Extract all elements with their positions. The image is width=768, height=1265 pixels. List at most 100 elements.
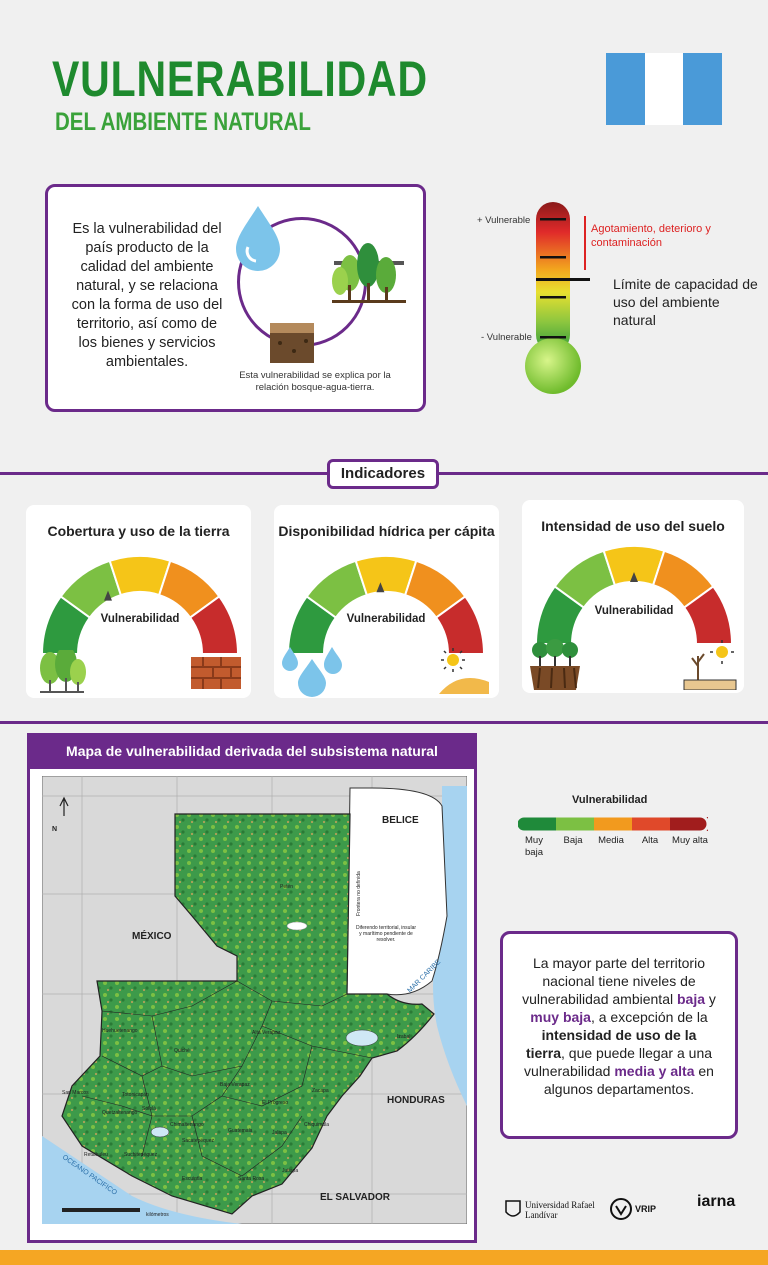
department-borders: [81, 980, 373, 1177]
intro-caption: Esta vulnerabilidad se explica por la re…: [239, 370, 391, 393]
summary-box: La mayor parte del territorio nacional t…: [500, 931, 738, 1139]
brick-soil-icon: [191, 657, 241, 689]
landivar-shield-icon: [505, 1200, 521, 1217]
scale-unit: kilómetros: [146, 1212, 169, 1218]
department-label: Quetzaltenango: [102, 1110, 138, 1116]
belize-region: [346, 787, 448, 996]
department-label: Zacapa: [312, 1088, 329, 1094]
gauge-segment: [188, 595, 240, 655]
page-subtitle: DEL AMBIENTE NATURAL: [55, 108, 311, 136]
depletion-note: Agotamiento, deterioro y contaminación: [591, 223, 711, 249]
highlight-medium-high: media y alta: [614, 1063, 695, 1079]
card-title: Intensidad de uso del suelo: [541, 518, 725, 534]
summary-text: La mayor parte del territorio nacional t…: [522, 955, 705, 1007]
vrip-emblem-icon: [610, 1198, 632, 1220]
indicator-card-water: Disponibilidad hídrica per cápita Vulner…: [274, 505, 499, 698]
department-label: Jutiapa: [282, 1168, 298, 1174]
summary-text: y: [705, 991, 716, 1007]
forest-water-soil-icons: [236, 206, 406, 363]
department-label: Escuintla: [182, 1176, 203, 1182]
label-mexico: MÉXICO: [132, 929, 172, 942]
label-undefined-border: Frontera no definida: [356, 871, 362, 916]
iarna-logo: iarna: [697, 1193, 736, 1210]
department-label: Suchitepéquez: [124, 1152, 158, 1158]
indicators-heading: Indicadores: [327, 459, 439, 489]
landivar-name: Universidad Rafael Landívar: [525, 1200, 595, 1220]
label-belize: BELICE: [382, 815, 419, 826]
legend-label: Muy baja: [525, 835, 543, 858]
thermometer: [525, 202, 590, 394]
department-label: Quiché: [174, 1048, 190, 1054]
scale-bar: [62, 1208, 140, 1212]
territorial-dispute-note: Diferendo territorial, insular y marítim…: [355, 925, 417, 943]
department-label: Baja Verapaz: [220, 1082, 250, 1088]
water-drop-icon: [236, 206, 280, 271]
page-title: VULNERABILIDAD: [52, 51, 428, 107]
legend-swatch: [670, 817, 708, 831]
divider-line: [0, 721, 768, 724]
department-label: Santa Rosa: [238, 1176, 264, 1182]
department-label: Petén: [280, 884, 293, 890]
summary-text: en algunos departamentos.: [543, 1063, 714, 1097]
department-label: Retalhuleu: [84, 1152, 108, 1158]
legend-swatch: [594, 817, 632, 831]
gauge-segment: [682, 585, 734, 645]
card-title: Cobertura y uso de la tierra: [47, 523, 230, 539]
department-label: Sololá: [142, 1106, 156, 1112]
gauge-label: Vulnerabilidad: [595, 605, 674, 617]
legend-label: Baja: [563, 835, 583, 846]
vrip-logo: VRIP: [610, 1198, 656, 1220]
vrip-name: VRIP: [635, 1204, 657, 1214]
dry-land-sun-icon: [683, 640, 737, 690]
indicator-card-soil-use: Intensidad de uso del suelo Vulnerabilid…: [522, 500, 744, 693]
forest-icon: [332, 243, 406, 303]
department-label: Chiquimula: [304, 1122, 329, 1128]
north-arrow-icon: [59, 796, 69, 816]
highlight-low: baja: [676, 991, 705, 1007]
less-vulnerable-label: - Vulnerable: [481, 332, 532, 343]
bottom-bar: [0, 1250, 768, 1265]
north-arrow-label: N: [52, 826, 57, 833]
department-label: Totonicapán: [122, 1092, 149, 1098]
legend-color-scale: [514, 815, 709, 833]
gauge-label: Vulnerabilidad: [347, 613, 426, 625]
summary-text: , que puede llegar a una vulnerabilidad: [524, 1045, 713, 1079]
department-label: Guatemala: [228, 1128, 253, 1134]
department-label: Chimaltenango: [170, 1122, 204, 1128]
legend-label: Muy alta: [672, 835, 708, 846]
capacity-limit-note: Límite de capacidad de uso del ambiente …: [613, 276, 758, 328]
department-label: Huehuetenango: [102, 1028, 138, 1034]
vulnerability-gauge: Vulnerabilidad: [40, 555, 240, 655]
gauge-segment: [434, 595, 486, 655]
department-label: Jalapa: [272, 1130, 287, 1136]
legend-label: Media: [598, 835, 624, 846]
soil-icon: [270, 323, 314, 363]
legend-title: Vulnerabilidad: [572, 794, 648, 806]
gauge-label: Vulnerabilidad: [101, 613, 180, 625]
summary-text: , a excepción de la: [590, 1009, 708, 1025]
drought-sun-icon: [439, 648, 489, 694]
landivar-logo: Universidad Rafael Landívar: [505, 1196, 600, 1224]
more-vulnerable-label: + Vulnerable: [477, 215, 531, 226]
legend-label: Alta: [641, 835, 659, 846]
vulnerability-gauge: Vulnerabilidad: [286, 555, 486, 655]
label-el-salvador: EL SALVADOR: [320, 1192, 391, 1203]
highlight-very-low: muy baja: [530, 1009, 591, 1025]
legend-swatch: [632, 817, 670, 831]
department-label: El Progreso: [262, 1100, 288, 1106]
vulnerability-gauge: Vulnerabilidad: [534, 545, 734, 645]
caribbean-sea: [433, 786, 467, 1106]
intro-text: Es la vulnerabilidad del país producto d…: [71, 221, 223, 370]
guatemala-territory: [61, 813, 435, 1215]
gauge-pointer: [376, 582, 385, 593]
guatemala-flag: [606, 53, 723, 125]
forest-icon: [40, 650, 86, 693]
gauge-pointer: [630, 572, 638, 582]
pacific-ocean: [42, 1136, 242, 1224]
vulnerability-map: MÉXICO BELICE HONDURAS EL SALVADOR MAR C…: [42, 776, 467, 1224]
water-drops-icon: [282, 647, 342, 697]
department-label: San Marcos: [62, 1090, 89, 1096]
department-label: Alta Verapaz: [252, 1030, 281, 1036]
department-label: Sacatepéquez: [182, 1138, 214, 1144]
gauge-pointer: [104, 590, 112, 601]
